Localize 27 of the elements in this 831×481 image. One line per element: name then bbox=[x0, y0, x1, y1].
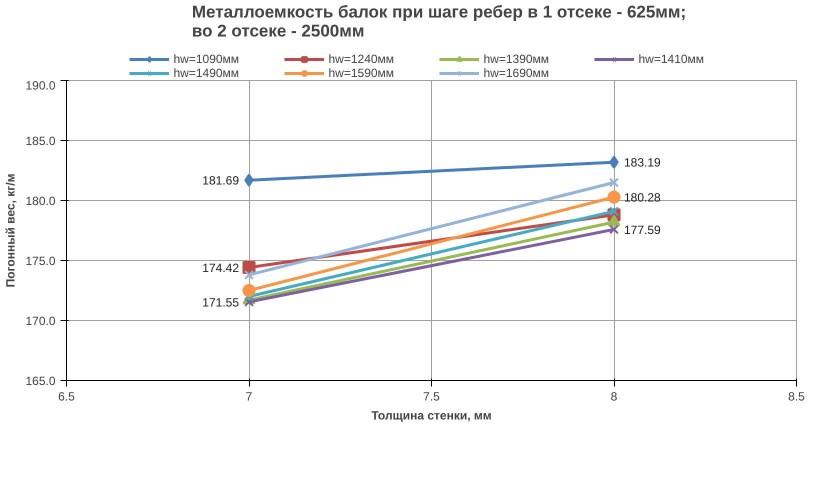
legend-label: hw=1690мм bbox=[484, 66, 550, 80]
data-label: 177.59 bbox=[624, 222, 662, 237]
y-axis-title: Погонный вес, кг/м bbox=[3, 173, 18, 288]
x-tick-label: 8.5 bbox=[788, 390, 806, 404]
x-tick-label: 6.5 bbox=[58, 390, 76, 404]
y-tick-label: 185.0 bbox=[25, 134, 56, 148]
y-tick-label: 180.0 bbox=[25, 194, 56, 208]
x-tick-label: 8 bbox=[610, 390, 618, 404]
legend-label: hw=1590мм bbox=[328, 66, 396, 80]
legend-label: hw=1410мм bbox=[638, 52, 706, 66]
data-label: 183.19 bbox=[624, 156, 662, 170]
legend-label: hw=1390мм bbox=[484, 52, 550, 66]
x-axis-title: Толщина стенки, мм bbox=[371, 408, 492, 422]
data-label: 174.42 bbox=[202, 260, 240, 275]
data-label: 181.69 bbox=[202, 174, 240, 188]
data-label: 180.28 bbox=[624, 190, 662, 205]
legend-label: hw=1090мм bbox=[174, 52, 240, 66]
y-tick-label: 175.0 bbox=[25, 254, 56, 268]
y-tick-label: 170.0 bbox=[25, 314, 56, 328]
x-tick-label: 7.5 bbox=[423, 390, 440, 404]
data-label: 171.55 bbox=[202, 295, 240, 310]
legend-label: hw=1490мм bbox=[174, 66, 240, 80]
y-tick-label: 190.0 bbox=[25, 78, 56, 92]
chart-title: Металлоемкость балок при шаге ребер в 1 отсеке - 625мм; во 2 отсеке - 2500мм bbox=[192, 2, 686, 40]
y-tick-label: 165.0 bbox=[25, 374, 56, 388]
legend-label: hw=1240мм bbox=[328, 52, 396, 66]
x-tick-label: 7 bbox=[246, 390, 253, 404]
